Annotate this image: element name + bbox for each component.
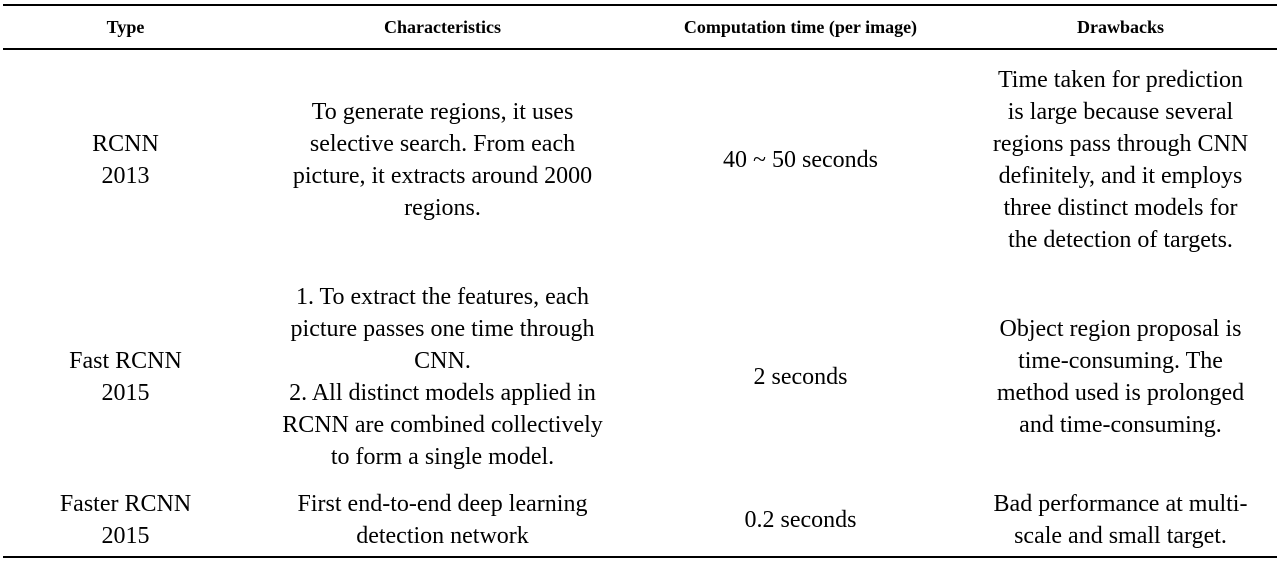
characteristics-line: detection network (356, 523, 529, 549)
header-drawbacks: Drawbacks (1076, 16, 1164, 37)
drawbacks-cell: Object region proposal is time-consuming… (964, 270, 1277, 484)
characteristics-line: selective search. From each (309, 131, 576, 157)
drawbacks-line: definitely, and it employs (998, 163, 1243, 189)
header-computation-time: Computation time (per image) (683, 16, 918, 37)
type-year: 2015 (101, 380, 150, 406)
drawbacks-line: is large because several (1007, 99, 1234, 125)
drawbacks-line: and time-consuming. (1019, 412, 1222, 438)
drawbacks-line: time-consuming. The (1018, 348, 1223, 374)
header-row: Type Characteristics Computation time (p… (3, 5, 1277, 49)
computation-time-cell: 40 ~ 50 seconds (723, 147, 878, 173)
comparison-table-container: Type Characteristics Computation time (p… (3, 4, 1277, 558)
characteristics-line: RCNN are combined collectively (282, 412, 603, 438)
characteristics-line: picture, it extracts around 2000 (292, 163, 593, 189)
header-type: Type (106, 16, 145, 37)
type-year: 2013 (101, 163, 150, 189)
characteristics-line: 1. To extract the features, each (295, 284, 590, 310)
drawbacks-cell: Time taken for prediction is large becau… (964, 49, 1277, 270)
characteristics-line: CNN. (414, 348, 471, 374)
drawbacks-line: three distinct models for (1003, 195, 1238, 221)
characteristics-line: to form a single model. (330, 444, 555, 470)
table-header: Type Characteristics Computation time (p… (3, 5, 1277, 49)
drawbacks-line: the detection of targets. (1008, 227, 1233, 253)
type-name: Faster RCNN (59, 491, 192, 517)
table-row: Fast RCNN 2015 1. To extract the feature… (3, 270, 1277, 484)
table-row: RCNN 2013 To generate regions, it uses s… (3, 49, 1277, 270)
characteristics-line: regions. (404, 195, 481, 221)
type-cell: Fast RCNN 2015 (3, 270, 248, 484)
type-cell: RCNN 2013 (3, 49, 248, 270)
type-cell: Faster RCNN 2015 (3, 484, 248, 557)
rcnn-comparison-table: Type Characteristics Computation time (p… (3, 4, 1277, 558)
characteristics-line: picture passes one time through (290, 316, 595, 342)
header-characteristics: Characteristics (384, 16, 501, 37)
characteristics-line: First end-to-end deep learning (297, 491, 588, 517)
type-year: 2015 (101, 523, 150, 549)
characteristics-line: To generate regions, it uses (311, 99, 574, 125)
computation-time-cell: 0.2 seconds (744, 507, 857, 533)
type-name: RCNN (92, 131, 159, 157)
type-name: Fast RCNN (69, 348, 182, 374)
drawbacks-line: regions pass through CNN (992, 131, 1249, 157)
characteristics-cell: First end-to-end deep learning detection… (248, 484, 637, 557)
drawbacks-line: scale and small target. (1014, 523, 1227, 549)
table-body: RCNN 2013 To generate regions, it uses s… (3, 49, 1277, 557)
drawbacks-line: Object region proposal is (999, 316, 1242, 342)
table-row: Faster RCNN 2015 First end-to-end deep l… (3, 484, 1277, 557)
drawbacks-line: Bad performance at multi- (993, 491, 1248, 517)
characteristics-cell: 1. To extract the features, each picture… (248, 270, 637, 484)
characteristics-line: 2. All distinct models applied in (289, 380, 596, 406)
characteristics-cell: To generate regions, it uses selective s… (248, 49, 637, 270)
drawbacks-cell: Bad performance at multi- scale and smal… (964, 484, 1277, 557)
drawbacks-line: method used is prolonged (996, 380, 1245, 406)
drawbacks-line: Time taken for prediction (997, 67, 1244, 93)
computation-time-cell: 2 seconds (753, 364, 848, 390)
